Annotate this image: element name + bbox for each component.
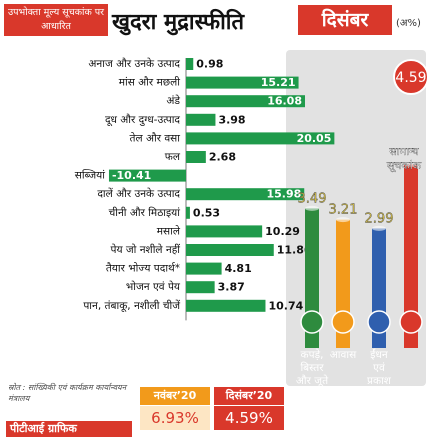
curr-month-value: 4.59% bbox=[214, 406, 284, 430]
cylinder-name-3-1: सूचकांक bbox=[387, 159, 422, 173]
cylinder-name-2-1: एवं bbox=[373, 362, 385, 374]
comparison-box: नवंबर’20 6.93% दिसंबर’20 4.59% bbox=[140, 387, 284, 437]
category-label-8: चीनी और मिठाइयां bbox=[109, 206, 181, 219]
bar-9 bbox=[186, 225, 263, 238]
cylinder-top-0 bbox=[305, 205, 319, 211]
category-label-13: पान, तंबाकू, नशीली चीजें bbox=[83, 299, 180, 312]
cylinder-top-1 bbox=[336, 217, 350, 223]
curr-month-label: दिसंबर’20 bbox=[214, 387, 284, 405]
category-icon-3 bbox=[399, 310, 423, 334]
data-label-12: 3.87 bbox=[218, 281, 245, 294]
data-label-7: 15.98 bbox=[266, 188, 301, 201]
category-label-12: भोजन एवं पेय bbox=[126, 280, 181, 293]
bar-4 bbox=[186, 132, 335, 145]
data-label-11: 4.81 bbox=[225, 262, 252, 275]
chart-title: खुदरा मुद्रास्फीति bbox=[112, 10, 245, 35]
category-label-11: तैयार भोज्य पदार्थ* bbox=[106, 262, 180, 275]
bar-11 bbox=[186, 262, 222, 275]
prev-month-label: नवंबर’20 bbox=[140, 387, 210, 405]
cylinder-label-2: 2.99 bbox=[365, 211, 394, 226]
bar-7 bbox=[186, 188, 305, 201]
bar-3 bbox=[186, 113, 216, 126]
cylinder-name-0-2: और जूते bbox=[296, 374, 329, 387]
bar-1 bbox=[186, 76, 299, 89]
cylinder-name-0-0: कपड़े, bbox=[301, 348, 324, 361]
category-label-5: फल bbox=[165, 151, 181, 163]
data-label-5: 2.68 bbox=[209, 151, 236, 164]
header: उपभोक्ता मूल्य सूचकांक पर आधारित खुदरा म… bbox=[0, 0, 430, 61]
data-label-9: 10.29 bbox=[265, 225, 300, 238]
cylinder-label-3: 4.59 bbox=[395, 70, 426, 86]
cylinder-name-3-0: सामान्य bbox=[389, 145, 419, 158]
bar-10 bbox=[186, 244, 274, 256]
bar-6 bbox=[108, 169, 186, 182]
category-icon-1 bbox=[331, 310, 355, 334]
data-label-4: 20.05 bbox=[297, 132, 332, 145]
month-badge: दिसंबर 2020 bbox=[298, 5, 392, 61]
cylinder-label-0: 3.49 bbox=[298, 191, 327, 206]
bar-2 bbox=[186, 95, 305, 108]
data-label-2: 16.08 bbox=[267, 95, 302, 108]
bar-12 bbox=[186, 281, 215, 294]
unit-label: (अ%) bbox=[396, 18, 421, 29]
cylinder-name-2-2: प्रकाश bbox=[367, 375, 392, 387]
cylinder-name-2-0: ईंधन bbox=[370, 348, 388, 361]
category-icon-0 bbox=[300, 310, 324, 334]
bar-chart: 0.98 अनाज और उनके उत्पाद 15.21 मांस और मछली… bbox=[75, 57, 429, 387]
bar-8 bbox=[186, 206, 190, 219]
cylinder-top-3 bbox=[404, 161, 418, 167]
cylinder-top-2 bbox=[372, 225, 386, 231]
category-label-2: अंडे bbox=[166, 94, 180, 107]
graphic-credit: पीटीआई ग्राफिक bbox=[6, 421, 132, 437]
category-label-10: पेय जो नशीले नहीं bbox=[110, 243, 180, 256]
bar-13 bbox=[186, 299, 266, 312]
data-label-10: 11.86 bbox=[277, 244, 312, 257]
source-note: स्रोत : सांख्यिकी एवं कार्यक्रम कार्यान्… bbox=[8, 383, 127, 403]
category-label-6: सब्जियां bbox=[75, 169, 105, 182]
cylinder-label-1: 3.21 bbox=[329, 203, 358, 218]
category-label-1: मांस और मछली bbox=[119, 76, 181, 89]
data-label-6: -10.41 bbox=[112, 169, 151, 182]
data-label-1: 15.21 bbox=[261, 76, 296, 89]
category-label-7: दालें और उनके उत्पाद bbox=[97, 187, 180, 200]
data-label-3: 3.98 bbox=[218, 113, 245, 126]
subtitle: उपभोक्ता मूल्य सूचकांक पर आधारित bbox=[4, 4, 108, 36]
data-label-13: 10.74 bbox=[268, 299, 303, 312]
category-label-9: मसाले bbox=[157, 224, 181, 237]
data-label-0: 0.98 bbox=[196, 58, 223, 71]
category-label-0: अनाज और उनके उत्पाद bbox=[88, 57, 180, 70]
data-label-8: 0.53 bbox=[193, 206, 220, 219]
prev-month-value: 6.93% bbox=[140, 406, 210, 430]
category-label-4: तेल और वसा bbox=[130, 131, 181, 144]
bar-0 bbox=[186, 58, 194, 70]
general-index-badge bbox=[393, 59, 429, 95]
category-label-3: दूध और दुग्ध-उत्पाद bbox=[105, 113, 180, 127]
cylinder-name-0-1: बिस्तर bbox=[300, 361, 324, 374]
category-icon-2 bbox=[367, 310, 391, 334]
bar-5 bbox=[186, 151, 206, 163]
cylinder-name-1-0: आवास bbox=[330, 349, 357, 361]
cylinder-3 bbox=[404, 164, 418, 348]
